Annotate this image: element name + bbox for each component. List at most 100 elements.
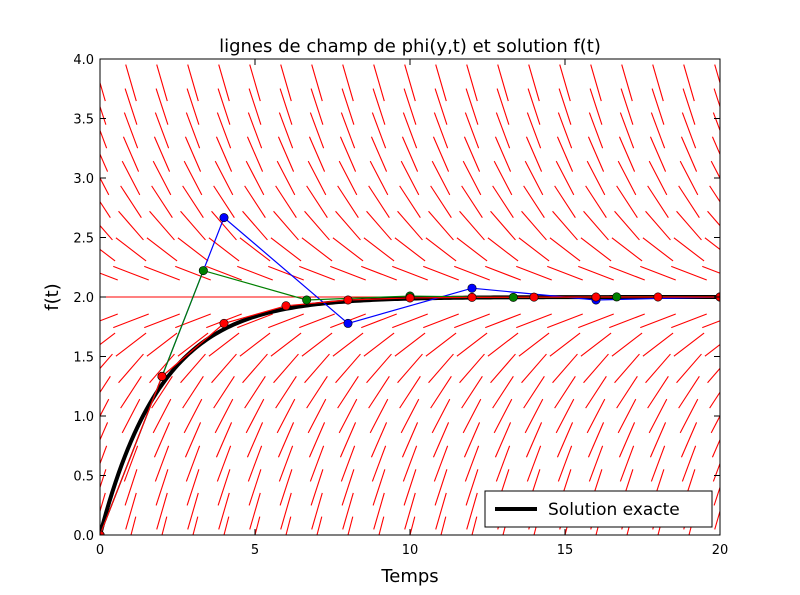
- field-segment: [182, 185, 204, 219]
- field-segment: [492, 185, 514, 219]
- field-segment: [306, 375, 328, 409]
- field-segment: [558, 88, 572, 125]
- field-segment: [213, 375, 235, 409]
- field-segment: [214, 160, 234, 196]
- field-segment: [434, 88, 448, 125]
- field-segment: [409, 516, 416, 535]
- field-segment: [649, 136, 667, 172]
- field-segment: [423, 265, 459, 281]
- field-segment: [554, 375, 576, 409]
- field-segment: [213, 185, 235, 219]
- field-segment: [556, 422, 574, 458]
- field-segment: [242, 210, 268, 241]
- field-segment: [175, 265, 211, 281]
- field-segment: [185, 112, 201, 149]
- field-segment: [588, 445, 604, 482]
- field-segment: [125, 64, 137, 102]
- field-segment: [217, 88, 231, 125]
- field-segment: [182, 375, 204, 409]
- field-segment: [403, 88, 417, 125]
- field-segment: [516, 313, 552, 329]
- field-segment: [555, 398, 575, 434]
- field-segment: [611, 237, 643, 262]
- field-segment: [306, 185, 328, 219]
- field-segment: [208, 237, 240, 262]
- field-segment: [702, 265, 720, 274]
- field-segment: [464, 112, 480, 149]
- y-tick-label: 3.0: [73, 172, 94, 187]
- field-segment: [559, 64, 571, 102]
- field-segment: [709, 391, 720, 409]
- field-segment: [679, 160, 699, 196]
- field-segment: [311, 492, 323, 530]
- field-segment: [523, 375, 545, 409]
- field-segment: [435, 492, 447, 530]
- field-segment: [578, 313, 614, 329]
- field-segment: [580, 237, 612, 262]
- field-segment: [404, 492, 416, 530]
- field-segment: [642, 237, 674, 262]
- field-segment: [590, 64, 602, 102]
- field-segment: [244, 375, 266, 409]
- field-segment: [276, 398, 296, 434]
- field-segment: [462, 160, 482, 196]
- field-segment: [187, 492, 199, 530]
- field-segment: [156, 64, 168, 102]
- field-segment: [651, 88, 665, 125]
- field-segment: [428, 353, 454, 384]
- field-segment: [587, 422, 605, 458]
- field-segment: [239, 237, 271, 262]
- field-segment: [678, 185, 700, 219]
- field-segment: [247, 445, 263, 482]
- field-segment: [378, 516, 385, 535]
- field-segment: [121, 398, 141, 434]
- field-segment: [100, 200, 111, 219]
- field-segment: [645, 353, 671, 384]
- field-segment: [524, 160, 544, 196]
- field-segment: [151, 375, 173, 409]
- field-segment: [151, 185, 173, 219]
- field-segment: [369, 160, 389, 196]
- field-segment: [459, 353, 485, 384]
- field-segment: [673, 332, 705, 357]
- field-segment: [370, 136, 388, 172]
- field-segment: [185, 445, 201, 482]
- field-segment: [521, 353, 547, 384]
- field-segment: [707, 367, 720, 384]
- field-segment: [490, 210, 516, 241]
- x-tick-label: 15: [557, 543, 574, 558]
- field-segment: [526, 112, 542, 149]
- field-segment: [525, 136, 543, 172]
- field-segment: [485, 313, 521, 329]
- field-segment: [366, 210, 392, 241]
- field-segment: [316, 516, 323, 535]
- field-segment: [397, 210, 423, 241]
- field-segment: [115, 332, 147, 357]
- series-point-2: [612, 292, 622, 302]
- field-segment: [342, 64, 354, 102]
- field-segment: [557, 112, 573, 149]
- y-tick-label: 1.5: [73, 351, 94, 366]
- field-segment: [497, 64, 509, 102]
- field-segment: [585, 375, 607, 409]
- field-segment: [394, 332, 426, 357]
- field-segment: [184, 136, 202, 172]
- field-segment: [100, 445, 108, 466]
- field-segment: [525, 422, 543, 458]
- field-segment: [278, 445, 294, 482]
- field-segment: [372, 469, 386, 506]
- series-point-3: [405, 293, 415, 303]
- field-segment: [121, 160, 141, 196]
- field-segment: [621, 64, 633, 102]
- field-segment: [285, 516, 292, 535]
- series-point-3: [281, 301, 291, 311]
- field-segment: [249, 64, 261, 102]
- field-segment: [552, 210, 578, 241]
- field-segment: [402, 445, 418, 482]
- field-segment: [161, 516, 168, 535]
- field-segment: [490, 353, 516, 384]
- field-segment: [217, 469, 231, 506]
- field-segment: [526, 445, 542, 482]
- field-segment: [341, 469, 355, 506]
